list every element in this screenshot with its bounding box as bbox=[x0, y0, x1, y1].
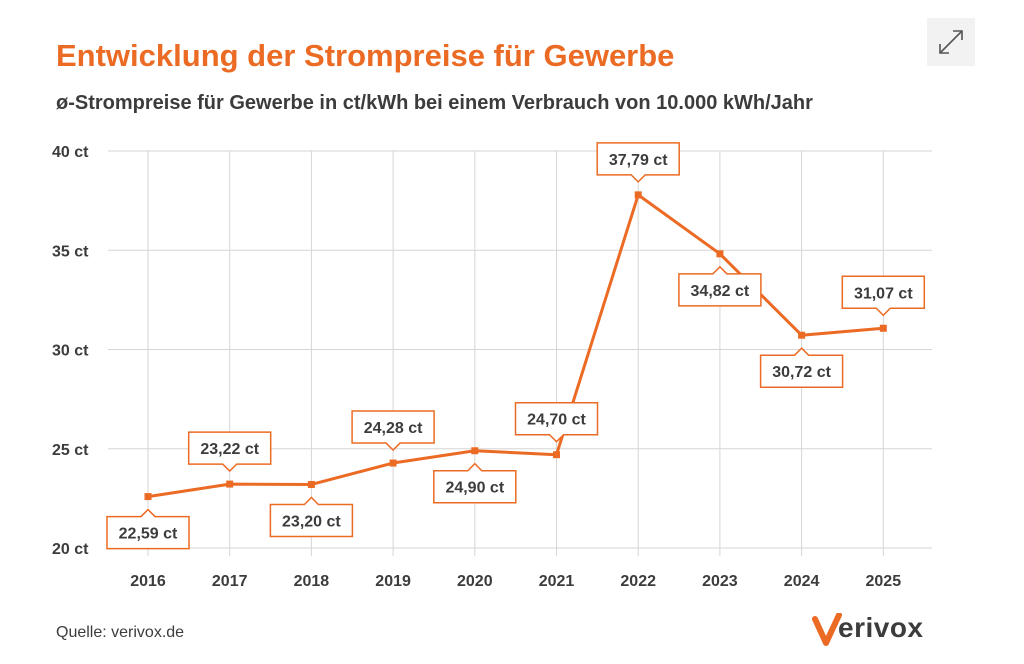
y-tick-label: 20 ct bbox=[52, 541, 89, 558]
data-label: 22,59 ct bbox=[119, 526, 178, 543]
y-tick-label: 25 ct bbox=[52, 442, 89, 459]
expand-button[interactable] bbox=[927, 18, 975, 66]
data-label: 24,90 ct bbox=[445, 480, 504, 497]
data-label: 23,22 ct bbox=[200, 441, 259, 458]
chart-title: Entwicklung der Strompreise für Gewerbe bbox=[56, 38, 675, 73]
data-point-marker bbox=[144, 493, 152, 501]
data-label-box bbox=[514, 401, 599, 443]
data-point-marker bbox=[389, 459, 397, 467]
data-label-box bbox=[433, 462, 517, 504]
data-label: 30,72 ct bbox=[772, 364, 831, 381]
data-label: 31,07 ct bbox=[854, 285, 913, 302]
data-point-marker bbox=[716, 250, 724, 258]
data-point-marker bbox=[226, 480, 234, 488]
data-point-marker bbox=[634, 191, 642, 199]
y-tick-label: 30 ct bbox=[52, 343, 89, 360]
data-label: 24,28 ct bbox=[364, 420, 423, 437]
x-tick-label: 2020 bbox=[457, 573, 493, 590]
chart-subtitle: ø-Strompreise für Gewerbe in ct/kWh bei … bbox=[56, 92, 813, 114]
data-label: 34,82 ct bbox=[691, 283, 750, 300]
data-label-box bbox=[351, 410, 435, 452]
y-tick-label: 35 ct bbox=[52, 243, 89, 260]
data-point-marker bbox=[471, 447, 479, 455]
data-point-marker bbox=[307, 480, 315, 488]
verivox-logo-text: erivox bbox=[838, 612, 924, 643]
x-tick-label: 2018 bbox=[294, 573, 330, 590]
data-label-box bbox=[596, 142, 680, 183]
x-tick-label: 2019 bbox=[375, 573, 411, 590]
source-note: Quelle: verivox.de bbox=[56, 624, 185, 641]
data-label-box bbox=[106, 508, 190, 550]
x-tick-label: 2021 bbox=[539, 573, 575, 590]
data-point-marker bbox=[879, 324, 887, 332]
data-point-marker bbox=[553, 451, 560, 459]
x-tick-label: 2023 bbox=[702, 573, 738, 590]
y-tick-label: 40 ct bbox=[52, 144, 89, 161]
x-tick-label: 2024 bbox=[784, 573, 820, 590]
data-label-box bbox=[269, 496, 354, 538]
x-tick-label: 2016 bbox=[130, 573, 166, 590]
data-label-box bbox=[841, 275, 926, 317]
data-label-box bbox=[759, 347, 844, 388]
x-tick-label: 2025 bbox=[866, 573, 902, 590]
data-label: 23,20 ct bbox=[282, 513, 341, 530]
data-point-marker bbox=[798, 331, 806, 339]
expand-arrows-icon bbox=[939, 30, 963, 54]
verivox-logo-icon bbox=[812, 613, 842, 646]
data-label: 24,70 ct bbox=[527, 412, 586, 429]
x-tick-label: 2017 bbox=[212, 573, 248, 590]
data-label-box bbox=[678, 265, 762, 307]
x-tick-label: 2022 bbox=[620, 573, 656, 590]
data-label: 37,79 ct bbox=[609, 152, 668, 169]
data-label-box bbox=[187, 431, 272, 473]
